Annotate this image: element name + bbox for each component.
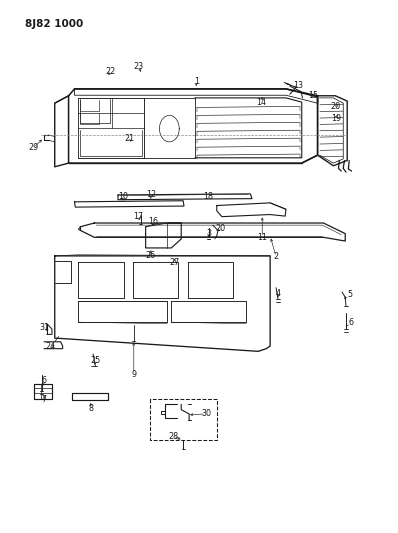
Text: 24: 24 — [45, 342, 55, 351]
Text: 15: 15 — [308, 91, 319, 100]
Text: 16: 16 — [148, 217, 158, 227]
Text: 4: 4 — [275, 288, 281, 297]
Text: 11: 11 — [257, 233, 267, 242]
Text: 5: 5 — [347, 290, 352, 299]
Text: 8: 8 — [89, 404, 94, 413]
Text: 14: 14 — [256, 98, 266, 107]
Text: 20: 20 — [331, 102, 341, 111]
Text: 10: 10 — [118, 192, 128, 201]
Text: 7: 7 — [41, 394, 47, 403]
Text: 23: 23 — [134, 62, 144, 71]
Text: 26: 26 — [145, 252, 155, 261]
Text: 29: 29 — [28, 143, 39, 152]
Text: 6: 6 — [348, 318, 353, 327]
Text: 17: 17 — [133, 212, 143, 221]
Text: 2: 2 — [273, 253, 279, 262]
Text: 30: 30 — [201, 409, 211, 418]
Text: 25: 25 — [90, 357, 101, 366]
Text: 3: 3 — [207, 229, 211, 238]
Text: 22: 22 — [105, 67, 115, 76]
Text: 21: 21 — [125, 134, 135, 143]
Text: 12: 12 — [146, 190, 156, 199]
Text: 6: 6 — [41, 376, 47, 385]
Text: 8J82 1000: 8J82 1000 — [25, 19, 83, 29]
Text: 27: 27 — [170, 259, 179, 267]
Text: 31: 31 — [40, 323, 50, 332]
Text: 28: 28 — [168, 432, 178, 441]
Text: 13: 13 — [293, 80, 303, 90]
Text: 1: 1 — [194, 77, 199, 86]
Text: 20: 20 — [215, 224, 225, 233]
Text: 9: 9 — [131, 369, 137, 378]
Text: 19: 19 — [331, 114, 341, 123]
Text: 18: 18 — [203, 192, 213, 201]
